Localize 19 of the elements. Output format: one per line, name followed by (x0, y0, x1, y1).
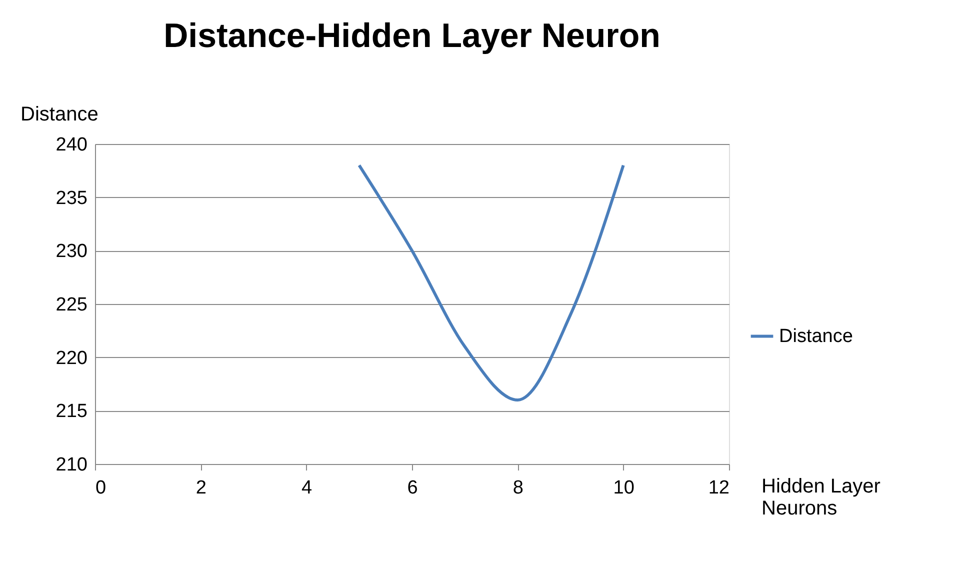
x-tick-label: 6 (407, 478, 418, 498)
x-tick-label: 2 (196, 478, 206, 498)
y-tick-label: 210 (56, 454, 88, 476)
y-tick-label: 235 (56, 188, 88, 209)
legend-label: Distance (779, 326, 853, 348)
x-tick-label: 10 (613, 478, 634, 498)
x-tick-label: 0 (96, 478, 106, 498)
y-tick-label: 225 (56, 294, 88, 316)
y-tick-label: 230 (56, 241, 88, 262)
y-axis-title: Distance (20, 104, 98, 126)
line-series (358, 164, 625, 402)
x-tick-label: 8 (512, 478, 524, 498)
chart-title: Distance-Hidden Layer Neuron (164, 17, 660, 55)
y-tick-label: 215 (56, 401, 88, 422)
y-tick-label: 220 (56, 348, 88, 369)
x-tick-label: 12 (708, 478, 730, 498)
y-tick-label: 240 (56, 134, 88, 156)
x-axis-title: Hidden Layer Neurons (762, 476, 881, 520)
x-tick-label: 4 (302, 478, 313, 498)
